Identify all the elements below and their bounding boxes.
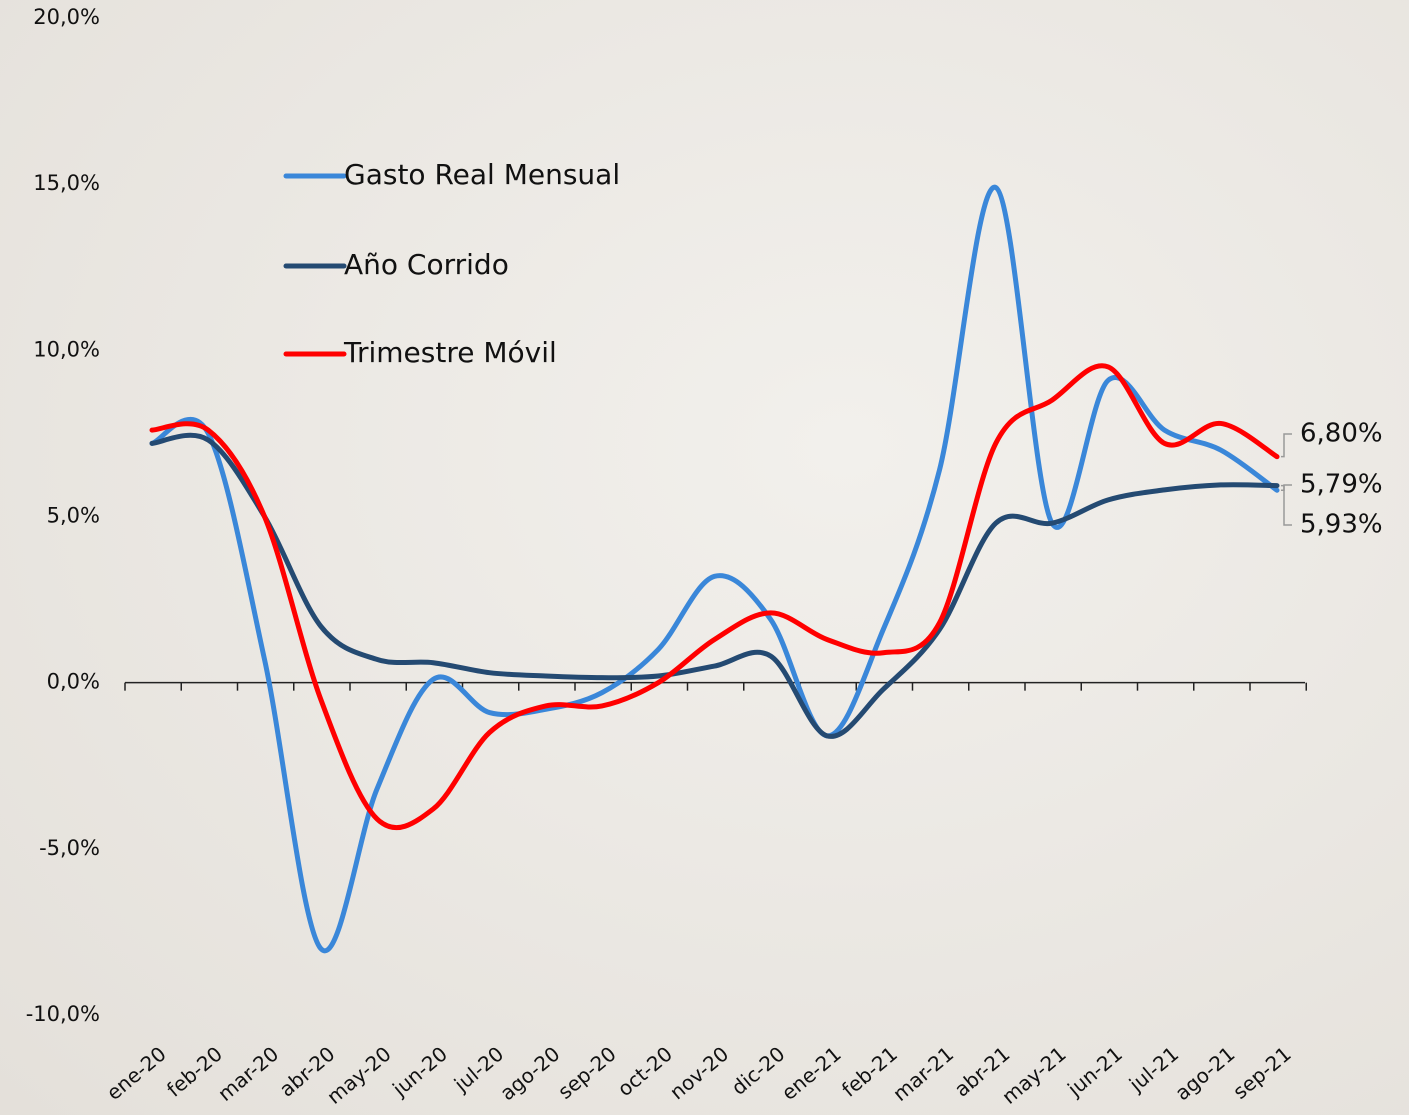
x-tick-label: jun-21 — [1062, 1042, 1127, 1102]
x-tick-label: nov-20 — [665, 1042, 733, 1105]
y-tick-label: 20,0% — [33, 5, 100, 29]
x-tick-label: ago-20 — [495, 1042, 564, 1106]
legend-label: Trimestre Móvil — [343, 336, 557, 369]
y-tick-label: 10,0% — [33, 337, 100, 361]
series-line — [149, 363, 1280, 831]
value-label: 5,93% — [1300, 510, 1383, 540]
legend-label: Gasto Real Mensual — [344, 158, 620, 191]
y-tick-label: 0,0% — [47, 670, 100, 694]
value-label: 6,80% — [1300, 419, 1383, 449]
x-tick-label: may-20 — [322, 1042, 396, 1109]
label-leader — [1281, 433, 1292, 458]
y-tick-label: 15,0% — [33, 171, 100, 195]
value-label: 5,79% — [1300, 470, 1383, 500]
x-tick-label: sep-20 — [553, 1042, 621, 1104]
x-tick-label: ene-20 — [102, 1042, 171, 1105]
x-tick-label: jun-20 — [387, 1042, 452, 1102]
x-tick-label: mar-21 — [888, 1042, 958, 1106]
x-tick-label: ene-21 — [777, 1042, 846, 1105]
x-tick-label: mar-20 — [213, 1042, 283, 1106]
legend-label: Año Corrido — [344, 248, 509, 281]
y-tick-label: -10,0% — [26, 1002, 100, 1026]
y-tick-label: 5,0% — [47, 504, 100, 528]
y-tick-label: -5,0% — [39, 836, 100, 860]
x-tick-label: sep-21 — [1228, 1042, 1296, 1104]
series-line — [149, 432, 1280, 739]
label-leader — [1281, 484, 1292, 526]
x-tick-label: ago-21 — [1170, 1042, 1239, 1106]
x-tick-label: oct-20 — [613, 1042, 677, 1101]
x-tick-label: may-21 — [997, 1042, 1071, 1109]
series-line — [149, 185, 1280, 954]
